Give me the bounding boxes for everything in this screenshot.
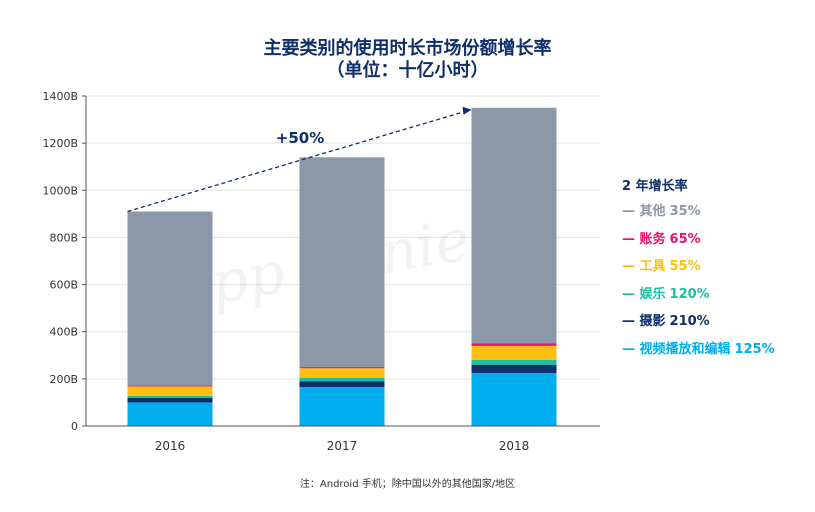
y-tick-label: 400B — [49, 326, 78, 339]
legend-dash: — — [622, 341, 640, 357]
bar-segment — [471, 372, 557, 426]
legend-label: 娱乐 — [639, 286, 666, 302]
growth-annotation: +50% — [127, 106, 472, 213]
x-tick-label: 2018 — [499, 439, 530, 453]
legend-item: — 其他 35% — [622, 198, 775, 226]
growth-label: +50% — [276, 129, 324, 147]
y-tick-label: 1200B — [42, 137, 78, 150]
footnote: 注：Android 手机；除中国以外的其他国家/地区 — [299, 479, 516, 490]
bar-segment — [471, 343, 557, 346]
legend-percent: 65% — [669, 231, 701, 247]
legend-label: 工具 — [639, 259, 666, 274]
legend-title: 2 年增长率 — [622, 179, 688, 194]
bar-segment — [471, 360, 557, 365]
y-tick-label: 200B — [49, 373, 78, 386]
legend-item: — 工具 55% — [622, 253, 775, 281]
y-tick-label: 1400B — [42, 90, 78, 103]
y-tick-label: 1000B — [42, 184, 78, 197]
legend-item: — 娱乐 120% — [622, 281, 775, 309]
chart-title: 主要类别的使用时长市场份额增长率 — [263, 38, 552, 59]
legend-items: — 其他 35% — 账务 65% — 工具 55% — 娱乐 120% — 摄影 210% — 视… — [622, 198, 775, 363]
growth-arrow-head — [462, 106, 472, 115]
legend-label: 摄影 — [639, 314, 666, 329]
bar-segment — [127, 385, 213, 387]
y-tick-label: 0 — [71, 420, 78, 433]
y-tick-label: 800B — [49, 231, 78, 244]
y-tick-label: 600B — [49, 279, 78, 292]
legend-dash: — — [622, 231, 640, 247]
bar-segment — [127, 395, 213, 398]
legend-item: — 视频播放和编辑 125% — [622, 336, 775, 364]
legend-percent: 35% — [669, 204, 701, 219]
bar-segment — [299, 377, 385, 382]
legend-dash: — — [622, 286, 640, 302]
bar-segment — [127, 402, 213, 426]
bar-segment — [299, 367, 385, 369]
bar-segment — [299, 381, 385, 388]
bar-segment — [299, 387, 385, 426]
bar-segment — [127, 386, 213, 396]
legend-label: 账务 — [639, 231, 666, 247]
legend: 2 年增长率 — 其他 35% — 账务 65% — 工具 55% — 娱乐 120% — 摄影… — [622, 176, 775, 363]
bar-segment — [127, 211, 213, 386]
x-tick-label: 2017 — [327, 439, 358, 453]
chart-subtitle: （单位：十亿小时） — [326, 60, 489, 81]
bar-segment — [127, 397, 213, 403]
x-tick-label: 2016 — [155, 439, 186, 453]
bar-segment — [471, 107, 557, 344]
legend-dash: — — [622, 314, 640, 329]
bars — [127, 107, 557, 426]
legend-label: 视频播放和编辑 — [639, 341, 731, 357]
legend-dash: — — [622, 204, 640, 219]
bar-segment — [471, 364, 557, 373]
legend-percent: 125% — [734, 341, 775, 357]
bar-segment — [299, 157, 385, 368]
legend-dash: — — [622, 259, 640, 274]
legend-percent: 210% — [669, 314, 710, 329]
legend-label: 其他 — [639, 204, 666, 219]
bar-segment — [471, 345, 557, 360]
legend-percent: 120% — [669, 286, 710, 302]
axes: 0 200B 400B 600B 800B 1000B 1200B 1400B 2016 2017… — [42, 90, 600, 453]
legend-item: — 摄影 210% — [622, 308, 775, 336]
bar-segment — [299, 368, 385, 378]
growth-arrow-line — [127, 110, 466, 213]
legend-percent: 55% — [669, 259, 701, 274]
legend-item: — 账务 65% — [622, 226, 775, 254]
